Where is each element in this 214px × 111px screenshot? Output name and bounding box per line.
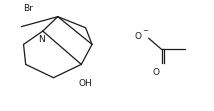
Text: O: O: [134, 32, 141, 41]
Text: OH: OH: [78, 79, 92, 88]
Text: −: −: [142, 28, 148, 34]
Text: N: N: [38, 35, 45, 44]
Text: Br: Br: [23, 4, 33, 13]
Text: O: O: [153, 68, 160, 77]
